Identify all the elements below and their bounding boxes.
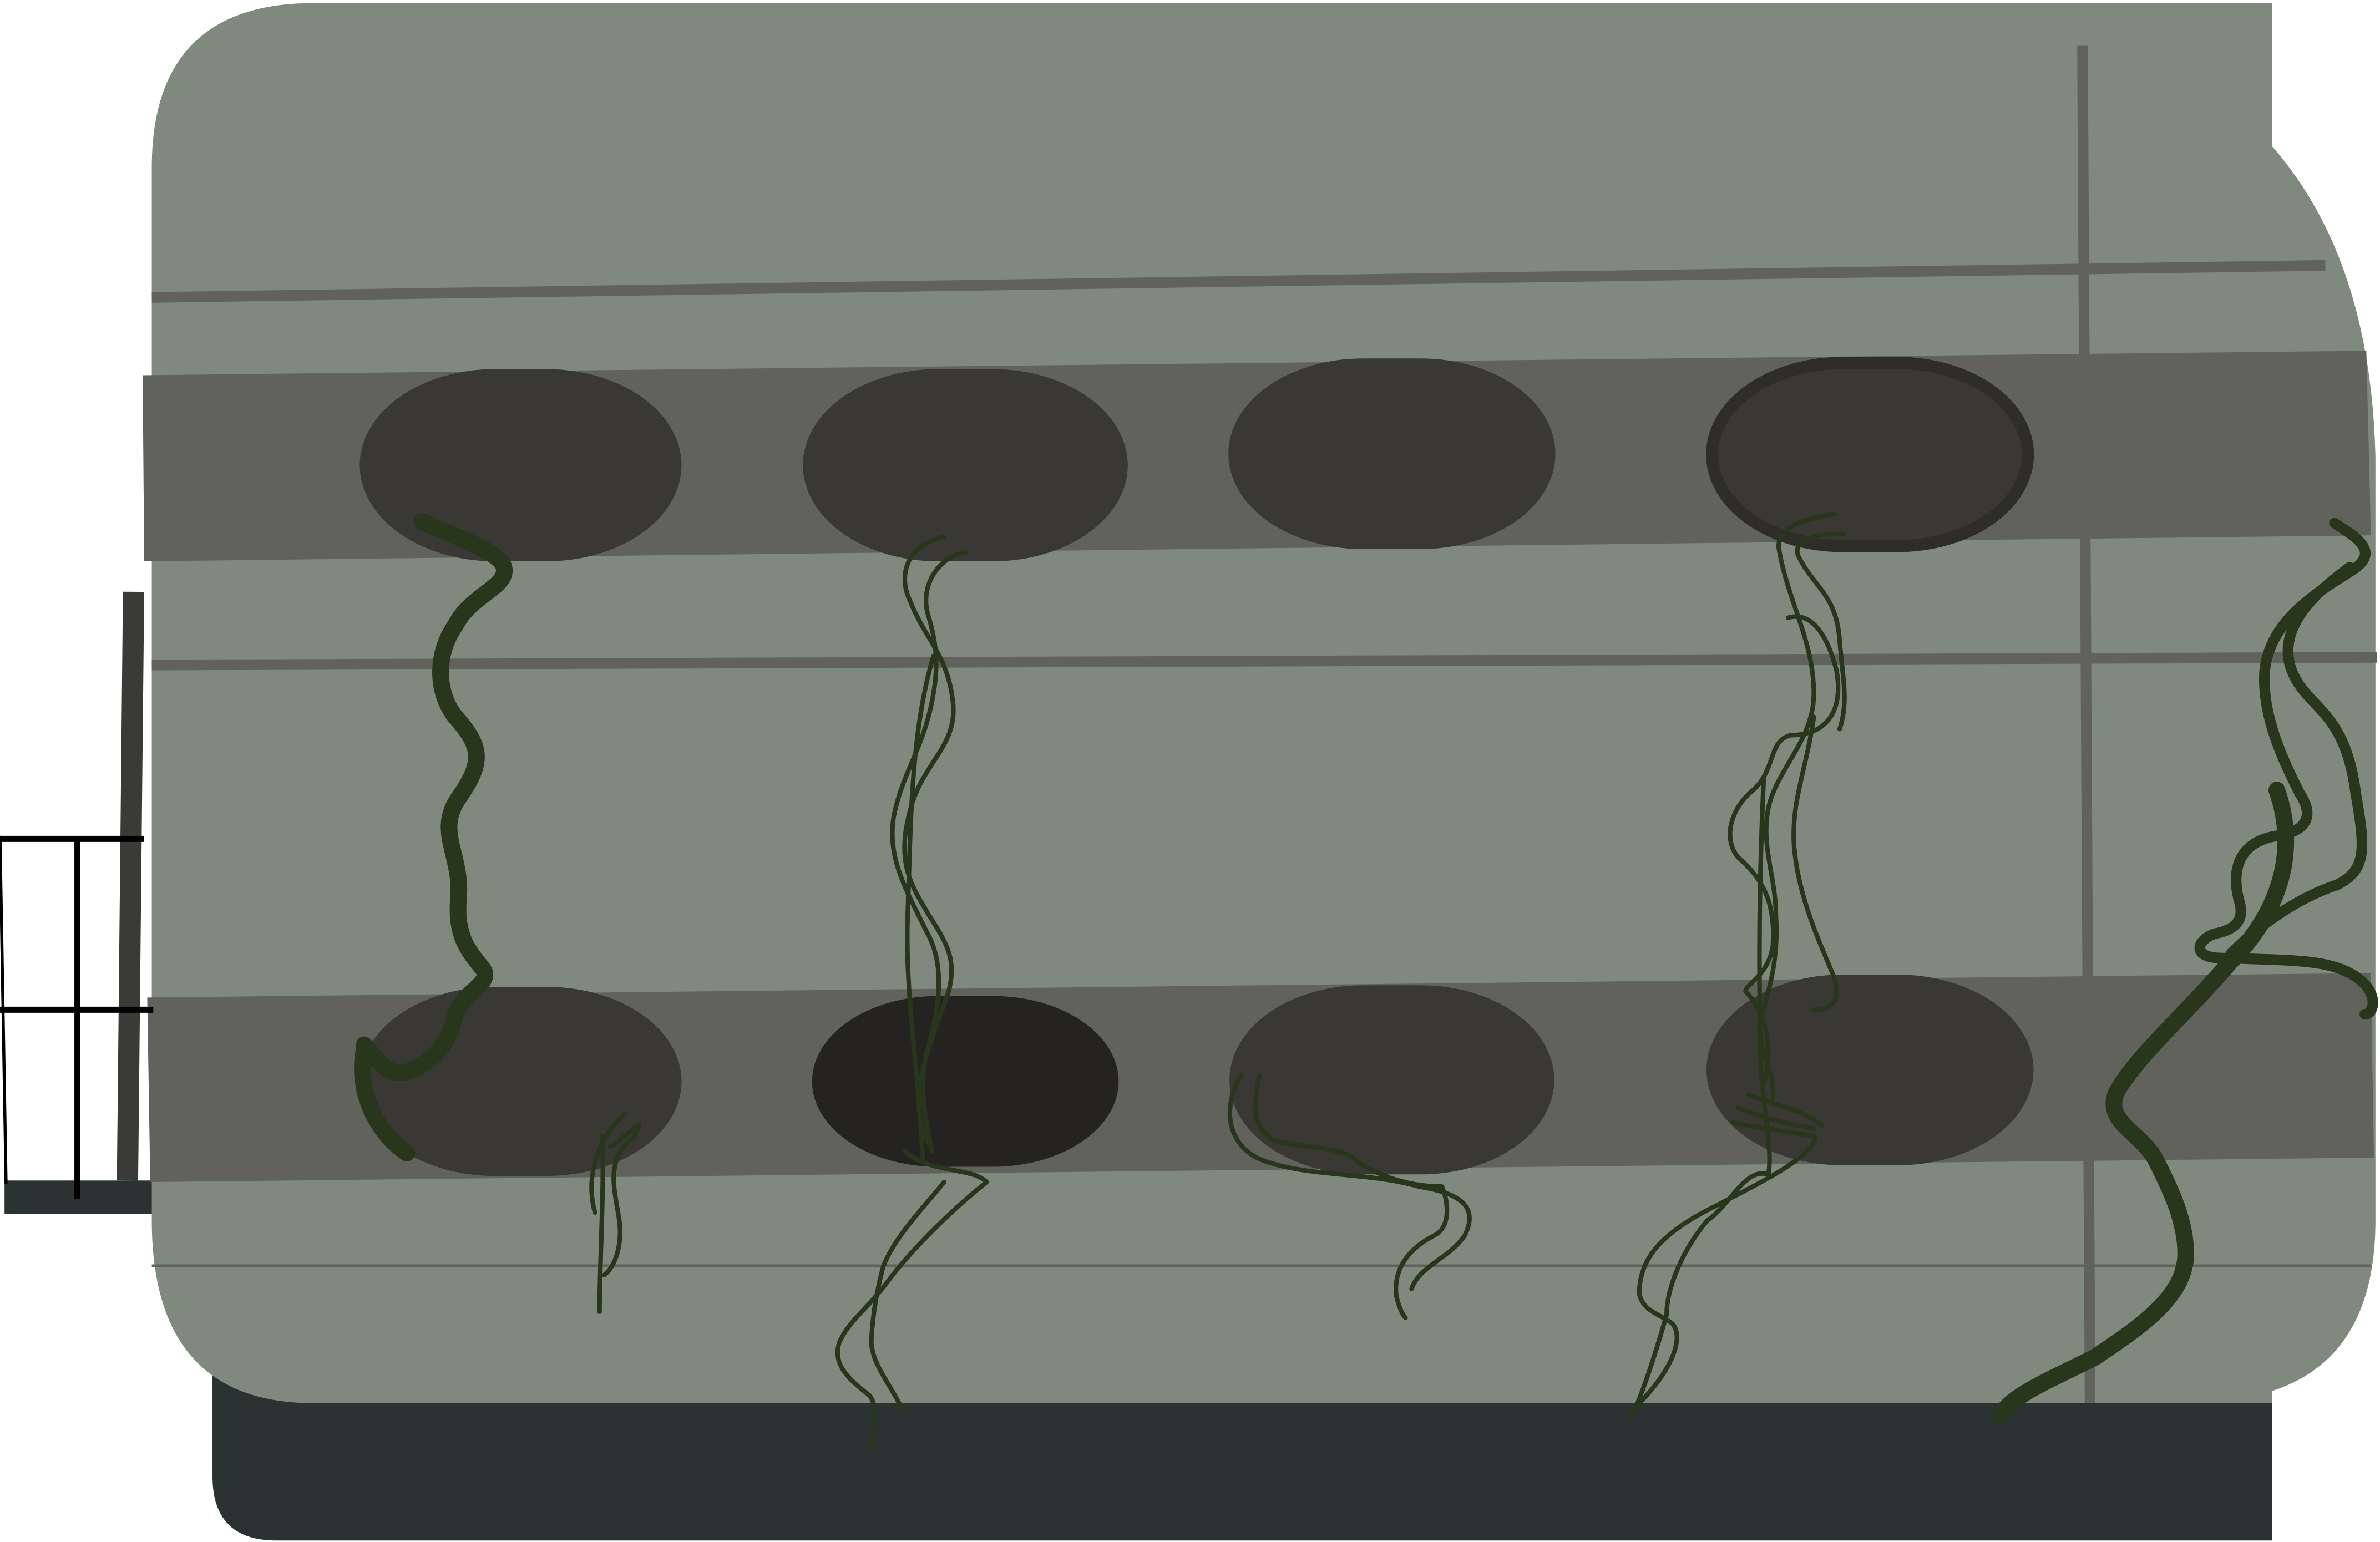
vine-thin-2b [890, 550, 968, 1154]
porthole-lower-3 [1229, 985, 1554, 1175]
vine-thin-2d [835, 1149, 989, 1452]
wall-seam-middle [151, 652, 2377, 671]
vines [354, 511, 2378, 1452]
vine-right-thin-b [2226, 562, 2368, 959]
vine-thin-3 [1227, 1073, 1472, 1320]
porthole-upper-3 [1228, 358, 1556, 549]
vine-thick-left [356, 513, 513, 1081]
vine-thin-4d [1628, 775, 1818, 1421]
railing-edge [0, 835, 8, 1184]
wall-seam-top [151, 260, 2326, 303]
porthole-upper-1 [359, 369, 682, 561]
vine-thin-4e [1735, 1093, 1824, 1131]
railing-post [117, 591, 144, 1181]
vine-thin-4c [1791, 714, 1839, 1012]
wall-body [151, 3, 2376, 1403]
vine-thin-1 [589, 1111, 641, 1314]
vine-thin-4b [1728, 531, 1847, 1086]
wall-seam-vertical [2077, 45, 2096, 1403]
porthole-lower-4 [1706, 975, 2034, 1165]
vine-thick-left-tail [354, 1041, 416, 1161]
porthole-upper-2 [803, 369, 1128, 561]
porthole-upper-4 [1706, 357, 2034, 552]
porthole-lower-2 [812, 996, 1119, 1167]
vine-thin-2c [905, 653, 936, 1161]
